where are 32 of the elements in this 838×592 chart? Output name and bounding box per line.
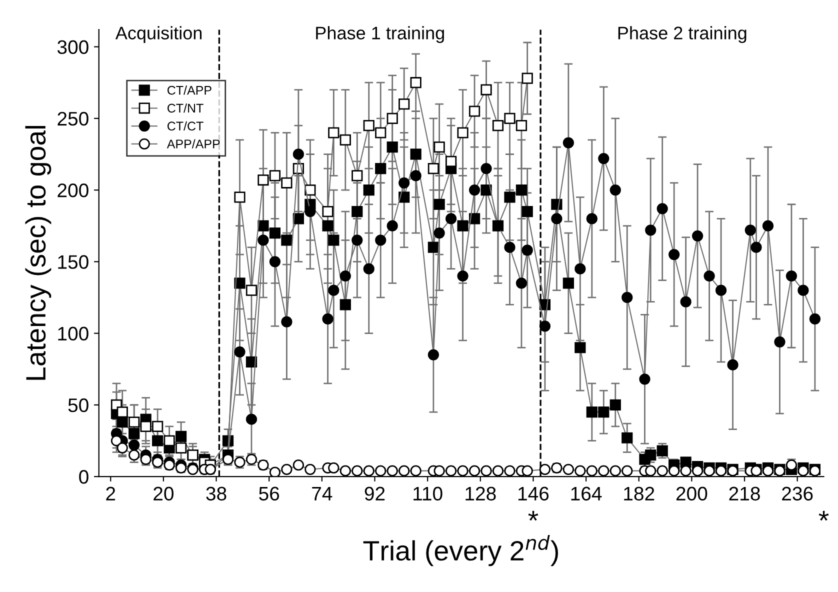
x-tick-label: 128 <box>466 486 496 501</box>
y-tick-label: 200 <box>58 184 88 198</box>
y-tick-label: 250 <box>58 112 88 126</box>
annotation: Phase 2 training <box>618 26 746 44</box>
annotation: Acquisition <box>115 26 202 44</box>
x-tick-label: 56 <box>259 486 280 501</box>
legend-label: CT/CT <box>168 121 204 131</box>
annotation: * <box>818 510 829 521</box>
y-tick-label: 50 <box>68 398 88 412</box>
y-axis-title: Latency (sec) to goal <box>25 126 52 380</box>
x-tick-label: 92 <box>364 486 385 501</box>
x-tick-label: 38 <box>206 486 226 501</box>
y-tick-label: 0 <box>79 470 88 484</box>
annotation: Phase 1 training <box>316 26 444 44</box>
x-tick-label: 200 <box>676 486 708 501</box>
x-tick-label: 74 <box>312 486 332 500</box>
x-tick-label: 218 <box>729 486 760 501</box>
x-axis-title: Trial (every 2$^{nd}$) <box>363 534 558 566</box>
y-tick-label: 150 <box>58 255 88 269</box>
legend-label: CT/NT <box>168 103 204 113</box>
x-tick-label: 236 <box>782 486 813 501</box>
x-tick-label: 2 <box>106 486 116 500</box>
x-tick-label: 146 <box>518 486 549 501</box>
legend-label: CT/APP <box>168 86 212 95</box>
x-tick-label: 164 <box>571 486 602 501</box>
annotation: * <box>528 510 538 521</box>
y-tick-label: 300 <box>57 40 88 54</box>
legend-label: APP/APP <box>166 139 220 148</box>
y-tick-label: 100 <box>58 326 88 341</box>
x-tick-label: 110 <box>414 486 442 501</box>
x-tick-label: 182 <box>624 486 654 501</box>
x-tick-label: 20 <box>154 486 174 501</box>
